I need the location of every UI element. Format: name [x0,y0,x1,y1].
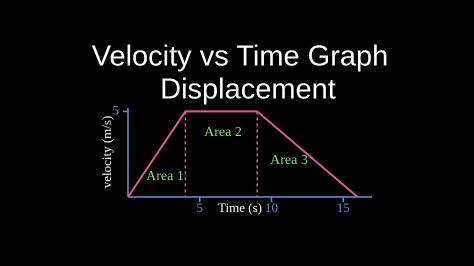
x-axis-label: Time (s) [218,200,262,215]
area-label: Area 3 [270,153,308,168]
chart-subtitle: Displacement [160,74,336,106]
x-tick-label: 15 [337,200,350,215]
y-axis-label: velocity (m/s) [99,116,114,189]
chart-title: Velocity vs Time Graph [92,41,389,73]
x-tick-label: 10 [265,200,278,215]
area-label: Area 2 [204,125,242,140]
area-label: Area 1 [146,169,184,184]
y-tick-label: 5 [113,102,120,117]
x-tick-label: 5 [197,200,204,215]
velocity-line [127,110,359,198]
